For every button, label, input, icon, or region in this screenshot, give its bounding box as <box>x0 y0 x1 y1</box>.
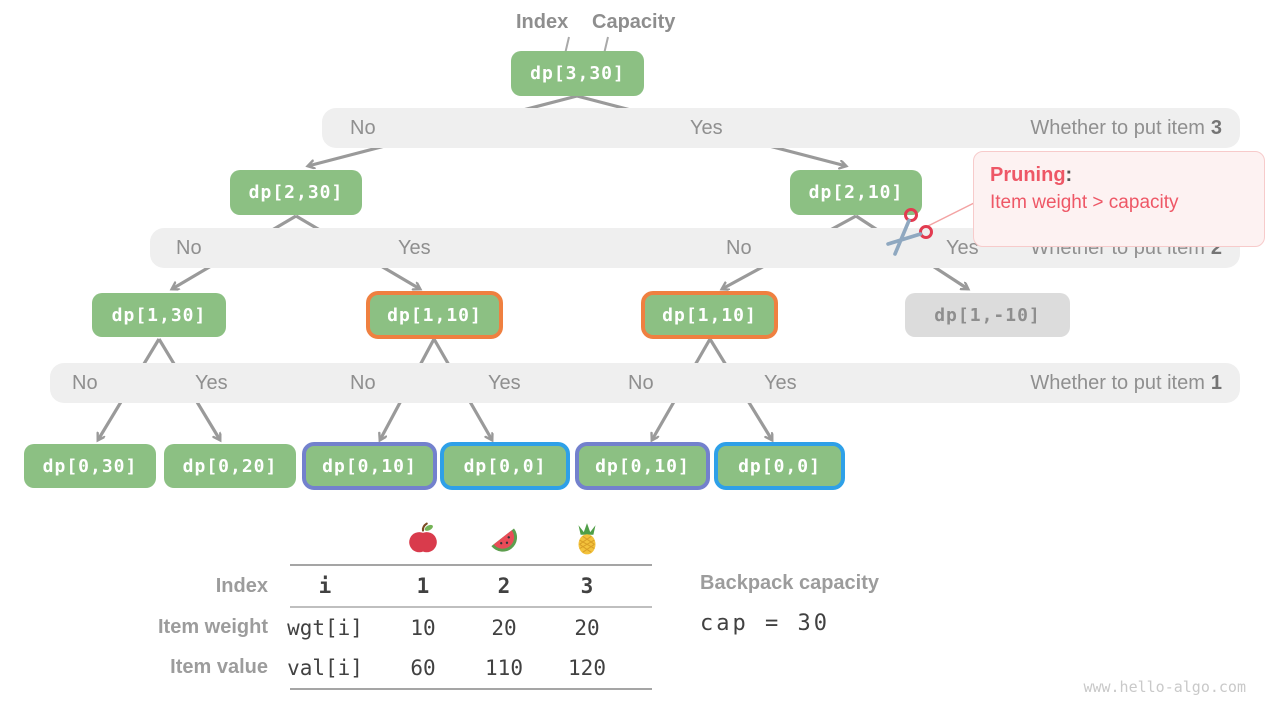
dp-node-highlight-blue: dp[0,0] <box>440 442 570 490</box>
fruit-row <box>110 518 652 564</box>
dp-node-highlight-blue: dp[0,0] <box>714 442 845 490</box>
table-row-index: Index i 1 2 3 <box>110 566 652 606</box>
decision-label: No <box>726 237 752 259</box>
pruning-note: Item weight > capacity <box>990 192 1179 213</box>
decision-label: No <box>176 237 202 259</box>
decision-label: Yes <box>195 372 228 394</box>
scissors-icon <box>886 208 933 256</box>
capacity-pointer-label: Capacity <box>592 11 676 33</box>
dp-node-pruned: dp[1,-10] <box>905 293 1070 337</box>
band-title: Whether to put item 1 <box>1030 372 1222 394</box>
pineapple-icon <box>544 522 630 561</box>
cell: 110 <box>485 655 523 680</box>
apple-icon <box>382 522 464 561</box>
dp-node-highlight-orange: dp[1,10] <box>641 291 778 339</box>
dp-node-highlight-purple: dp[0,10] <box>302 442 437 490</box>
decision-label: Yes <box>764 372 797 394</box>
dp-node-root: dp[3,30] <box>511 51 644 96</box>
cell: 3 <box>580 574 594 598</box>
index-pointer-label: Index <box>516 11 569 33</box>
row-key: wgt[i] <box>287 615 363 640</box>
cell: 1 <box>416 574 430 598</box>
cell: 120 <box>568 655 606 680</box>
table-rule-mid <box>290 606 652 608</box>
cell: 60 <box>410 655 436 680</box>
watermelon-icon <box>464 522 544 561</box>
row-label: Item value <box>170 656 268 678</box>
decision-label: Yes <box>690 117 723 139</box>
decision-label: Yes <box>398 237 431 259</box>
backpack-capacity-block: Backpack capacity cap = 30 <box>700 572 879 636</box>
row-key: i <box>318 574 332 598</box>
dp-node: dp[1,30] <box>92 293 226 337</box>
row-label: Item weight <box>157 616 268 638</box>
decision-label: No <box>350 117 376 139</box>
table-row-weight: Item weight wgt[i] 10 20 20 <box>110 608 652 648</box>
dp-node-highlight-orange: dp[1,10] <box>366 291 503 339</box>
dp-node: dp[0,30] <box>24 444 156 488</box>
band-title: Whether to put item 3 <box>1030 117 1222 139</box>
decision-label: Yes <box>488 372 521 394</box>
decision-label: No <box>628 372 654 394</box>
decision-band-item3: No Yes Whether to put item 3 <box>322 108 1240 148</box>
cell: 10 <box>410 615 436 640</box>
decision-label: Yes <box>946 237 979 259</box>
pruning-callout: Pruning: Item weight > capacity <box>973 151 1265 247</box>
backpack-capacity-value: cap = 30 <box>700 611 830 636</box>
items-table: Index i 1 2 3 Item weight wgt[i] 10 20 2… <box>110 518 652 690</box>
dp-node: dp[0,20] <box>164 444 296 488</box>
cell: 20 <box>491 615 517 640</box>
cell: 2 <box>497 574 511 598</box>
decision-band-item2: No Yes No Yes Whether to put item 2 <box>150 228 1240 268</box>
table-rule-top <box>290 564 652 566</box>
backpack-capacity-label: Backpack capacity <box>700 572 880 594</box>
dp-node-highlight-purple: dp[0,10] <box>575 442 710 490</box>
table-row-value: Item value val[i] 60 110 120 <box>110 648 652 688</box>
watermark: www.hello-algo.com <box>1083 678 1246 696</box>
row-key: val[i] <box>287 655 363 680</box>
dp-node: dp[2,10] <box>790 170 922 215</box>
pruning-title: Pruning: <box>990 164 1073 186</box>
decision-label: No <box>350 372 376 394</box>
dp-node: dp[2,30] <box>230 170 362 215</box>
table-rule-bottom <box>290 687 652 690</box>
cell: 20 <box>574 615 600 640</box>
row-label: Index <box>215 574 268 597</box>
decision-label: No <box>72 372 98 394</box>
decision-band-item1: No Yes No Yes No Yes Whether to put item… <box>50 363 1240 403</box>
